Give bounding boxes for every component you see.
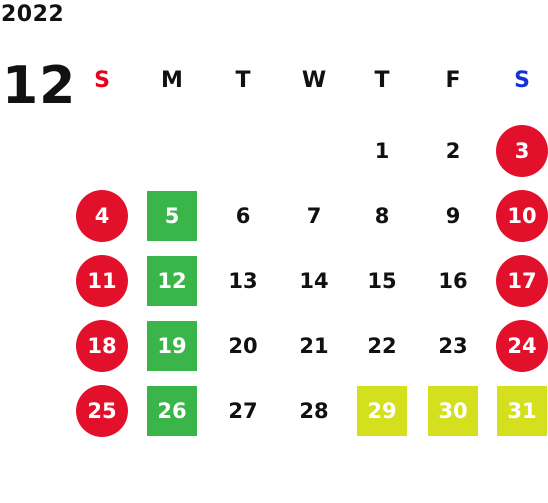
weekday-header-saturday: S xyxy=(514,68,530,93)
day-cell-3: 3 xyxy=(496,125,548,177)
day-cell-2: 2 xyxy=(445,139,461,163)
day-cell-6: 6 xyxy=(235,204,251,228)
day-cell-13: 13 xyxy=(228,269,258,293)
day-cell-1: 1 xyxy=(374,139,390,163)
day-cell-30: 30 xyxy=(428,386,478,436)
day-cell-11: 11 xyxy=(76,255,128,307)
day-cell-16: 16 xyxy=(438,269,468,293)
calendar-year: 2022 xyxy=(1,2,65,27)
day-cell-24: 24 xyxy=(496,320,548,372)
day-cell-8: 8 xyxy=(374,204,390,228)
weekday-header-sunday: S xyxy=(94,68,110,93)
day-cell-21: 21 xyxy=(299,334,329,358)
day-cell-9: 9 xyxy=(445,204,461,228)
day-cell-20: 20 xyxy=(228,334,258,358)
weekday-header-tuesday: T xyxy=(235,68,251,93)
calendar-month: 12 xyxy=(2,56,77,116)
day-cell-23: 23 xyxy=(438,334,468,358)
day-cell-29: 29 xyxy=(357,386,407,436)
weekday-header-wednesday: W xyxy=(301,68,327,93)
day-cell-28: 28 xyxy=(299,399,329,423)
day-cell-17: 17 xyxy=(496,255,548,307)
day-cell-7: 7 xyxy=(306,204,322,228)
day-cell-10: 10 xyxy=(496,190,548,242)
day-cell-25: 25 xyxy=(76,385,128,437)
weekday-header-monday: M xyxy=(161,68,183,93)
day-cell-27: 27 xyxy=(228,399,258,423)
day-cell-15: 15 xyxy=(367,269,397,293)
day-cell-14: 14 xyxy=(299,269,329,293)
day-cell-26: 26 xyxy=(147,386,197,436)
day-cell-12: 12 xyxy=(147,256,197,306)
day-cell-18: 18 xyxy=(76,320,128,372)
weekday-header-thursday: T xyxy=(374,68,390,93)
day-cell-5: 5 xyxy=(147,191,197,241)
day-cell-4: 4 xyxy=(76,190,128,242)
day-cell-22: 22 xyxy=(367,334,397,358)
weekday-header-friday: F xyxy=(445,68,461,93)
day-cell-19: 19 xyxy=(147,321,197,371)
day-cell-31: 31 xyxy=(497,386,547,436)
